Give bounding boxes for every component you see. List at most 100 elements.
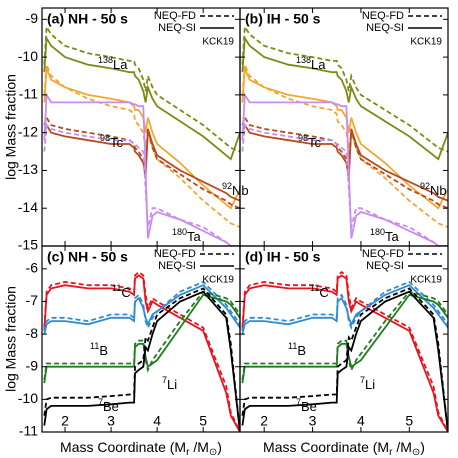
isotope: 92 [222, 181, 232, 191]
panel-title: (d) IH - 50 s [245, 249, 321, 265]
y-tick-label: -8 [26, 325, 39, 341]
line [43, 284, 240, 335]
element: Ta [385, 229, 400, 244]
legend-label: NEQ-FD [154, 10, 196, 22]
y-tick-label: -15 [18, 237, 38, 253]
species-label: 98Tc [298, 133, 322, 150]
y-tick-label: -13 [18, 161, 38, 177]
y-axis-label: log Mass fraction [3, 74, 19, 180]
isotope: 138 [296, 55, 311, 65]
x-label-sub: ⊙ [209, 447, 217, 458]
isotope: 180 [370, 227, 385, 237]
element: Li [167, 377, 177, 392]
x-tick-label: 3 [107, 413, 115, 429]
line [241, 123, 448, 202]
isotope: 11 [288, 341, 297, 351]
y-axis-label: log Mass fraction [3, 286, 19, 392]
line [241, 293, 448, 384]
element: Nb [430, 183, 447, 198]
line [43, 23, 240, 153]
line [43, 293, 240, 384]
x-axis-label: Mass Coordinate (Mr /M⊙) [60, 439, 222, 458]
element: Tc [110, 135, 124, 150]
x-axis-label: Mass Coordinate (Mr /M⊙) [263, 439, 425, 458]
y-tick-label: -7 [26, 292, 39, 308]
x-tick-label: 4 [153, 413, 161, 429]
isotope: 92 [420, 181, 430, 191]
panel-title: (a) NH - 50 s [47, 11, 128, 27]
line [241, 115, 448, 210]
species-label: 92Nb [222, 181, 249, 198]
panel-title: (c) NH - 50 s [47, 249, 128, 265]
line [241, 290, 448, 380]
x-tick-label: 5 [199, 413, 207, 429]
line [43, 270, 240, 432]
legend-label: NEQ-SI [366, 22, 404, 34]
panel: 138La 92Nb 98Tc 180Ta (b) IH - 50 s NEQ-FDNEQ… [239, 7, 449, 247]
line [241, 274, 448, 432]
frame [239, 245, 449, 433]
species-label: 11B [288, 341, 306, 358]
note: KCK19 [202, 275, 234, 286]
isotope: 98 [100, 133, 110, 143]
x-label-part: ) [420, 439, 425, 455]
line [43, 68, 240, 210]
species-label: 11C [112, 283, 131, 300]
panel: 138La 92Nb 98Tc 180Ta -9 -10 -11 -12 -13 -14 -15 (a… [3, 7, 249, 253]
line [241, 290, 448, 432]
line [241, 35, 448, 161]
line [241, 280, 448, 332]
line [241, 287, 448, 432]
isotope: 98 [298, 133, 308, 143]
y-tick-label: -6 [26, 260, 39, 276]
x-tick-label: 3 [309, 413, 317, 429]
x-label-part: Mass Coordinate (M [263, 439, 389, 455]
note: KCK19 [410, 275, 442, 286]
isotope: 138 [98, 55, 113, 65]
isotope: 11 [112, 283, 121, 293]
plot-area [241, 24, 448, 246]
species-label: 11B [90, 341, 108, 358]
element: Be [103, 399, 119, 414]
x-label-part: /M [392, 439, 411, 455]
line [43, 123, 240, 246]
isotope: 180 [172, 227, 187, 237]
x-label-part: Mass Coordinate (M [60, 439, 186, 455]
x-label-part: ) [217, 439, 222, 455]
species-label: 138La [296, 55, 326, 72]
species-label: 92Nb [420, 181, 447, 198]
isotope: 11 [90, 341, 99, 351]
legend-label: NEQ-FD [154, 248, 196, 260]
legend-label: NEQ-FD [362, 10, 404, 22]
element: B [297, 343, 306, 358]
element: Ta [187, 229, 202, 244]
legend-label: NEQ-FD [362, 248, 404, 260]
legend-label: NEQ-SI [158, 260, 196, 272]
element: Li [365, 377, 375, 392]
line [43, 290, 240, 380]
isotope: 7 [296, 397, 301, 407]
y-tick-label: -11 [19, 86, 38, 102]
line [43, 122, 240, 202]
plot-area [43, 23, 240, 246]
element: B [99, 343, 108, 358]
species-label: 180Ta [370, 227, 400, 244]
legend-label: NEQ-SI [366, 260, 404, 272]
line [241, 270, 448, 432]
isotope: 7 [360, 375, 365, 385]
x-label-sub: r [186, 447, 190, 458]
x-label-sub: r [389, 447, 393, 458]
line [241, 92, 448, 246]
x-tick-label: 5 [405, 413, 413, 429]
note: KCK19 [202, 37, 234, 48]
plot-area [43, 270, 240, 432]
panel-title: (b) IH - 50 s [245, 11, 321, 27]
line [43, 280, 240, 332]
y-tick-label: -11 [19, 423, 38, 439]
species-label: 11C [310, 283, 329, 300]
element: C [121, 285, 130, 300]
element: C [319, 285, 328, 300]
species-label: 180Ta [172, 227, 202, 244]
